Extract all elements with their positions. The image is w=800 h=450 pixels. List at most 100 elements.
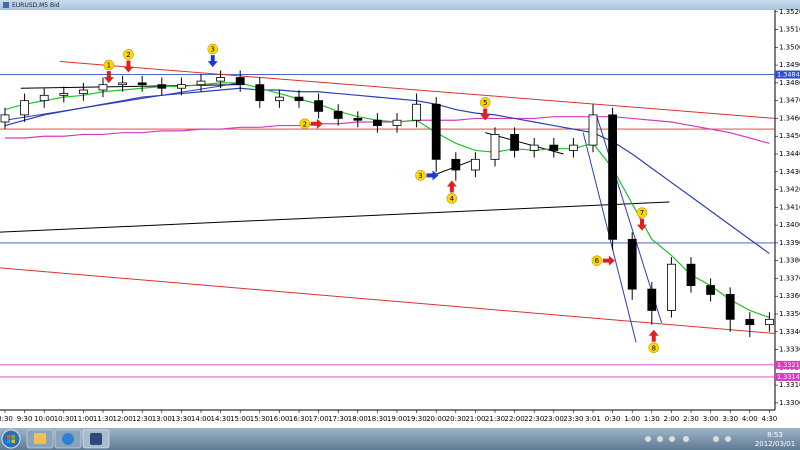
y-tick-label: 1.3380 [779,257,800,265]
candle-body [196,80,206,86]
marker-badge [636,207,648,218]
x-tick-label: 15:00 [230,415,250,423]
y-tick-label: 1.3360 [779,292,800,300]
marker-badge [415,170,426,181]
y-tick-label: 1.3300 [779,399,800,407]
candle-body [431,103,441,160]
x-tick-label: 2:00 [664,415,680,423]
x-tick-label: 2:30 [683,415,699,423]
arrow [637,218,647,231]
trendline [20,84,241,89]
marker-label: 3 [211,46,215,54]
y-tick-label: 1.3440 [779,150,800,158]
moving-average [5,116,770,144]
tray-icon[interactable] [683,436,689,442]
candle-body [59,93,69,96]
x-tick-label: 20:30 [446,415,466,423]
marker-badge [648,342,660,354]
start-logo [11,435,15,439]
x-tick-label: 1:00 [624,415,640,423]
candle-body [392,119,402,126]
x-tick-label: 10:00 [34,415,54,423]
marker-badge [591,255,603,266]
candle-body [137,82,147,86]
price-label: 1.34847 [777,71,800,79]
x-tick-label: 11:00 [73,415,93,423]
x-tick-label: 1:30 [644,415,660,423]
marker-label: 6 [595,257,600,265]
y-tick-label: 1.3500 [779,43,800,51]
x-tick-label: 23:00 [544,415,564,423]
y-tick-label: 1.3510 [779,26,800,34]
trading-icon [90,433,102,445]
candle-body [372,119,382,126]
candle-body [451,158,461,171]
x-tick-label: 8:30 [0,415,13,423]
x-tick-label: 21:00 [465,415,485,423]
x-tick-label: 3:30 [722,415,738,423]
start-button[interactable] [1,429,21,449]
y-tick-label: 1.3490 [779,61,800,69]
candle-body [627,238,637,290]
arrow [426,170,439,181]
moving-average [4,87,770,255]
marker-badge [299,118,311,130]
marker-label: 7 [640,209,644,217]
plot-area [0,61,775,378]
arrow [123,60,134,73]
candle-body [79,89,88,94]
x-tick-label: 17:30 [328,415,348,423]
candle-body [569,144,578,151]
y-tick-label: 1.3430 [779,168,800,176]
x-tick-label: 3:01 [585,415,601,423]
tray-icon[interactable] [725,436,731,442]
tray-icon[interactable] [645,436,651,442]
chart-background [0,10,800,428]
candle-body [176,84,186,89]
trendline [0,201,670,233]
candle-body [608,114,617,240]
x-tick-label: 15:30 [250,415,270,423]
candle-body [20,100,30,116]
candle-body [294,96,304,102]
x-tick-label: 13:00 [152,415,172,423]
x-tick-label: 22:00 [505,415,525,423]
y-tick-label: 1.3400 [779,221,800,229]
candle-body [274,96,284,102]
y-tick-label: 1.3330 [779,346,800,354]
marker-label: 2 [303,120,307,128]
axes: 1.33001.33101.33201.33301.33401.33501.33… [0,8,800,423]
trendline [596,116,663,324]
x-tick-label: 12:30 [132,415,152,423]
candle-body [353,118,363,121]
clock-time[interactable]: 8:53 [767,431,783,439]
candle-body [98,84,108,91]
x-tick-label: 0:30 [605,415,621,423]
candle-body [157,84,167,89]
candle-body [470,158,480,171]
tray-icon[interactable] [669,436,675,442]
candle-body [745,318,755,326]
candle-body [765,318,774,326]
candle-body [725,294,735,320]
x-tick-label: 9:30 [17,415,33,423]
candle-body [647,288,657,311]
marker-label: 4 [450,195,455,203]
marker-label: 1 [107,62,111,70]
clock-date[interactable]: 2012/03/01 [755,440,795,448]
tray-icon[interactable] [713,436,719,442]
candle-body [118,82,127,86]
arrow [648,329,659,342]
candle-body [686,263,696,286]
window-title-bar [0,0,800,10]
tray-icon[interactable] [657,436,663,442]
y-tick-label: 1.3410 [779,203,800,211]
marker-label: 5 [483,99,487,107]
y-tick-label: 1.3340 [779,328,800,336]
candle-body [412,103,422,121]
candle-body [255,84,265,102]
y-tick-label: 1.3350 [779,310,800,318]
start-logo [11,439,15,443]
candle-body [510,134,520,151]
